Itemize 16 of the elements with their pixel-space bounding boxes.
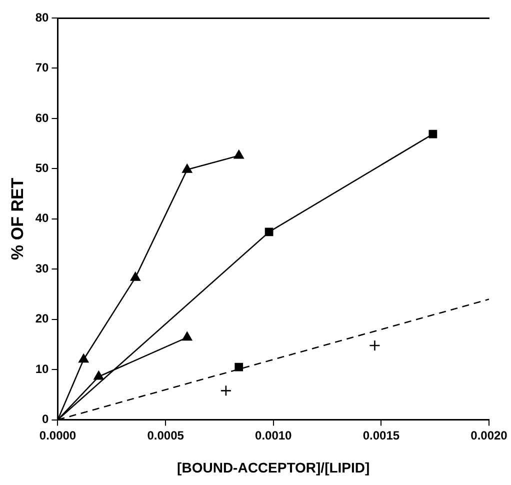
y-tick-label: 60 bbox=[35, 110, 50, 125]
y-tick-label: 40 bbox=[35, 211, 50, 226]
x-tick-label: 0.0015 bbox=[362, 428, 400, 442]
y-tick-label: 30 bbox=[35, 261, 50, 276]
y-tick-label: 0 bbox=[42, 412, 50, 426]
x-tick-label: 0.0010 bbox=[255, 428, 292, 442]
x-tick-label: 0.0000 bbox=[39, 428, 76, 442]
x-tick-label: 0.0020 bbox=[470, 428, 508, 442]
y-axis-title: % OF RET bbox=[8, 177, 27, 260]
y-tick-label: 80 bbox=[35, 10, 50, 24]
y-tick-label: 20 bbox=[35, 312, 50, 326]
y-tick-label: 70 bbox=[35, 60, 50, 75]
x-tick-label: 0.0005 bbox=[147, 428, 184, 442]
x-axis-title: [BOUND-ACCEPTOR]/[LIPID] bbox=[177, 459, 370, 476]
y-tick-label: 10 bbox=[35, 362, 50, 376]
y-tick-label: 50 bbox=[35, 160, 50, 175]
